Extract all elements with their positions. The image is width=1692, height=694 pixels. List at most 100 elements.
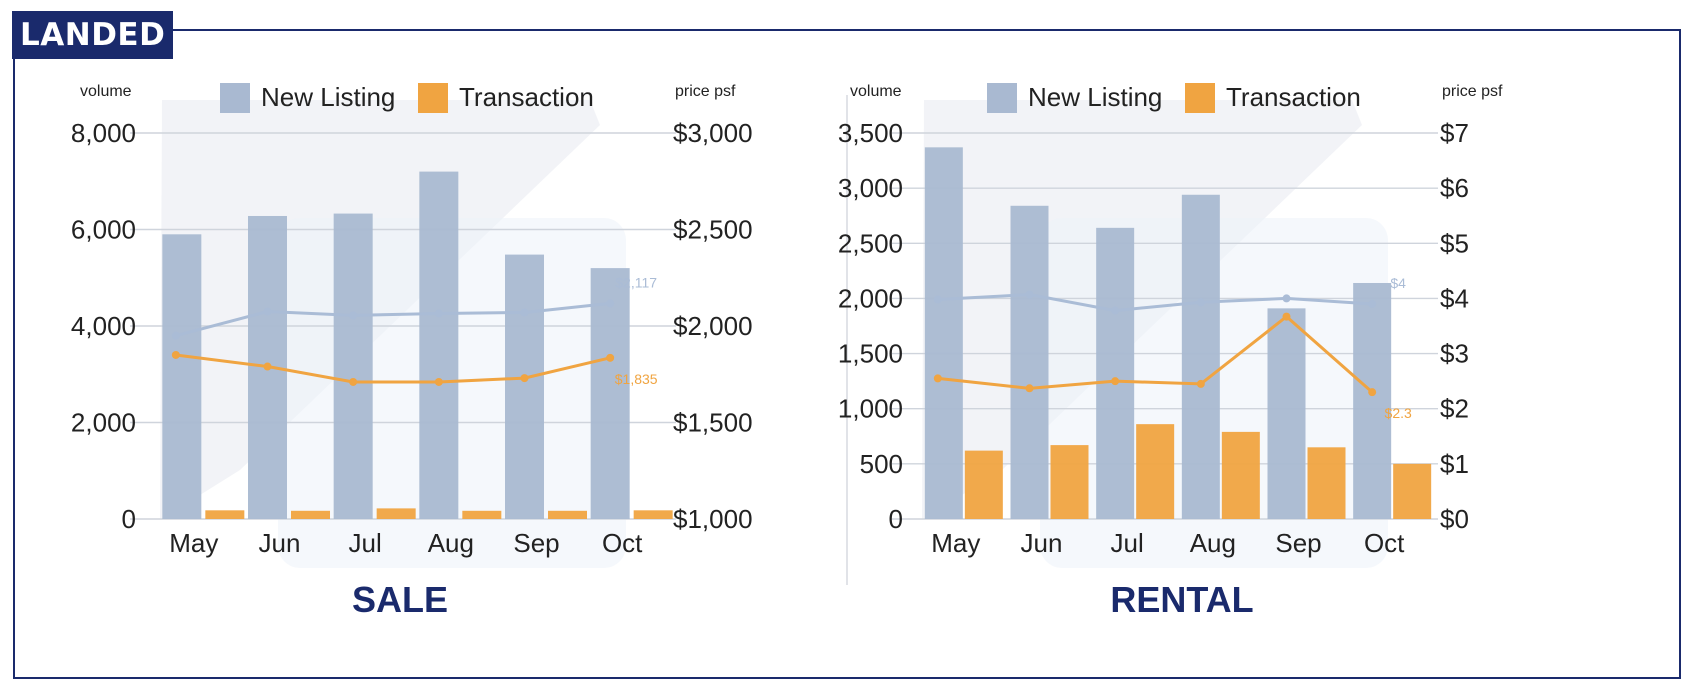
bar-transaction xyxy=(1050,445,1089,519)
legend-label-new-listing: New Listing xyxy=(261,82,395,112)
y-tick-label: 0 xyxy=(889,504,903,534)
point-transaction xyxy=(1282,312,1291,321)
bar-transaction xyxy=(291,510,330,519)
line-transaction xyxy=(175,353,611,384)
bar-transaction xyxy=(376,508,416,519)
bar-transaction xyxy=(633,510,673,519)
rental-chart: 0 500 1,000 1,500 2,000 2,500 3,000 3,500 $0 $1 $2… xyxy=(838,82,1503,620)
y2-tick-label: $3 xyxy=(1440,339,1469,369)
point-transaction xyxy=(1025,384,1034,393)
x-tick-label: Oct xyxy=(602,528,643,558)
chart-title: RENTAL xyxy=(1110,579,1253,620)
x-tick-label: Oct xyxy=(1364,528,1405,558)
end-label-transaction: $1,835 xyxy=(615,371,658,387)
panel-frame xyxy=(13,29,1681,679)
y2-tick-label: $6 xyxy=(1440,173,1469,203)
x-tick-label: Jul xyxy=(349,528,382,558)
bar-new-listing xyxy=(924,147,963,519)
bar-new-listing xyxy=(1353,282,1392,519)
x-tick-label: Jun xyxy=(259,528,301,558)
point-transaction xyxy=(171,350,180,359)
point-transaction xyxy=(434,377,443,386)
point-new-listing xyxy=(1025,290,1034,299)
bar-transaction xyxy=(1307,447,1346,519)
point-new-listing xyxy=(606,299,615,308)
y2-tick-label: $2,500 xyxy=(673,215,753,245)
chart-title: SALE xyxy=(352,579,448,620)
point-new-listing xyxy=(1196,298,1205,307)
y-tick-label: 0 xyxy=(122,504,136,534)
point-new-listing xyxy=(263,307,272,316)
point-transaction xyxy=(263,362,272,371)
x-tick-label: Aug xyxy=(428,528,474,558)
bar-transaction xyxy=(1136,424,1175,519)
point-new-listing xyxy=(1368,299,1377,308)
y-tick-label: 3,000 xyxy=(838,173,903,203)
legend-swatch-new-listing xyxy=(220,83,250,113)
line-new-listing xyxy=(937,293,1373,313)
bar-transaction xyxy=(1393,463,1432,519)
line-transaction xyxy=(937,314,1374,394)
y-tick-label: 2,500 xyxy=(838,228,903,258)
y-axis-label: volume xyxy=(80,83,132,100)
bar-new-listing xyxy=(590,268,630,519)
point-transaction xyxy=(1111,377,1120,386)
legend-label-transaction: Transaction xyxy=(459,82,594,112)
bar-transaction xyxy=(964,450,1003,519)
y2-tick-label: $0 xyxy=(1440,504,1469,534)
point-transaction xyxy=(933,374,942,383)
point-new-listing xyxy=(171,331,180,340)
end-label-new-listing: $2,117 xyxy=(615,274,657,290)
point-new-listing xyxy=(434,309,443,318)
y-tick-label: 2,000 xyxy=(71,408,136,438)
legend-label-new-listing: New Listing xyxy=(1028,82,1162,112)
point-transaction xyxy=(1196,379,1205,388)
x-tick-label: Jun xyxy=(1021,528,1063,558)
y-tick-label: 4,000 xyxy=(71,311,136,341)
x-tick-label: Sep xyxy=(1275,528,1321,558)
point-new-listing xyxy=(1282,294,1291,303)
y2-tick-label: $1 xyxy=(1440,449,1469,479)
legend-label-transaction: Transaction xyxy=(1226,82,1361,112)
bar-new-listing xyxy=(419,171,459,519)
point-transaction xyxy=(349,377,358,386)
point-new-listing xyxy=(349,311,358,320)
y2-tick-label: $1,000 xyxy=(673,504,753,534)
bar-new-listing xyxy=(1267,308,1306,519)
bar-new-listing xyxy=(162,234,202,519)
y2-tick-label: $5 xyxy=(1440,228,1469,258)
bar-new-listing xyxy=(505,254,544,519)
y2-tick-label: $2,000 xyxy=(673,311,753,341)
point-new-listing xyxy=(933,295,942,304)
y-tick-label: 2,000 xyxy=(838,283,903,313)
point-new-listing xyxy=(1111,306,1120,315)
y-tick-label: 1,500 xyxy=(838,339,903,369)
point-transaction xyxy=(606,353,615,362)
point-new-listing xyxy=(520,308,529,317)
bar-new-listing xyxy=(1010,205,1049,519)
y-tick-label: 6,000 xyxy=(71,215,136,245)
bar-transaction xyxy=(548,510,587,519)
y2-tick-label: $1,500 xyxy=(673,408,753,438)
y2-tick-label: $2 xyxy=(1440,394,1469,424)
x-tick-label: May xyxy=(169,528,218,558)
y-tick-label: 500 xyxy=(860,449,903,479)
end-label-transaction: $2.3 xyxy=(1385,405,1412,421)
legend-swatch-new-listing xyxy=(987,83,1017,113)
bar-transaction xyxy=(205,510,245,519)
legend-swatch-transaction xyxy=(418,83,448,113)
end-label-new-listing: $4 xyxy=(1390,275,1406,291)
chart-divider xyxy=(846,95,848,585)
y2-tick-label: $3,000 xyxy=(673,118,753,148)
point-transaction xyxy=(1368,388,1377,397)
bar-new-listing xyxy=(333,213,373,519)
bar-new-listing xyxy=(1181,194,1220,519)
landed-badge: LANDED xyxy=(12,11,174,59)
y-tick-label: 1,000 xyxy=(838,394,903,424)
line-new-listing xyxy=(175,301,611,338)
bar-transaction xyxy=(462,510,502,519)
x-tick-label: Aug xyxy=(1190,528,1236,558)
y2-axis-label: price psf xyxy=(675,83,736,100)
y2-tick-label: $7 xyxy=(1440,118,1469,148)
x-tick-label: Jul xyxy=(1111,528,1144,558)
